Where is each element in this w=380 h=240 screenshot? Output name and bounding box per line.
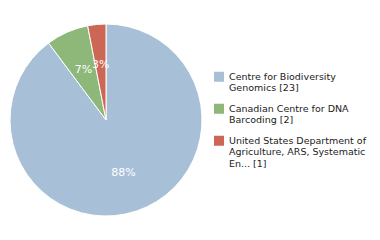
pie-labels: 88% 7%3% — [75, 58, 136, 179]
legend: Centre for BiodiversityGenomics [23] Cana… — [214, 71, 367, 169]
chart: 88% 7%3% Centre for BiodiversityGenomics [… — [0, 0, 380, 240]
pie — [10, 24, 202, 216]
data-label: 3% — [92, 58, 109, 71]
legend-swatch — [214, 104, 224, 114]
legend-label: Centre for BiodiversityGenomics [23] — [229, 71, 336, 94]
pie-slice — [10, 24, 202, 216]
data-label: 88% — [111, 166, 135, 179]
data-label: 7% — [75, 63, 92, 76]
legend-swatch — [214, 136, 224, 146]
legend-label: Canadian Centre for DNABarcoding [2] — [229, 103, 349, 126]
legend-label: United States Department ofAgriculture, … — [229, 135, 367, 169]
legend-swatch — [214, 72, 224, 82]
